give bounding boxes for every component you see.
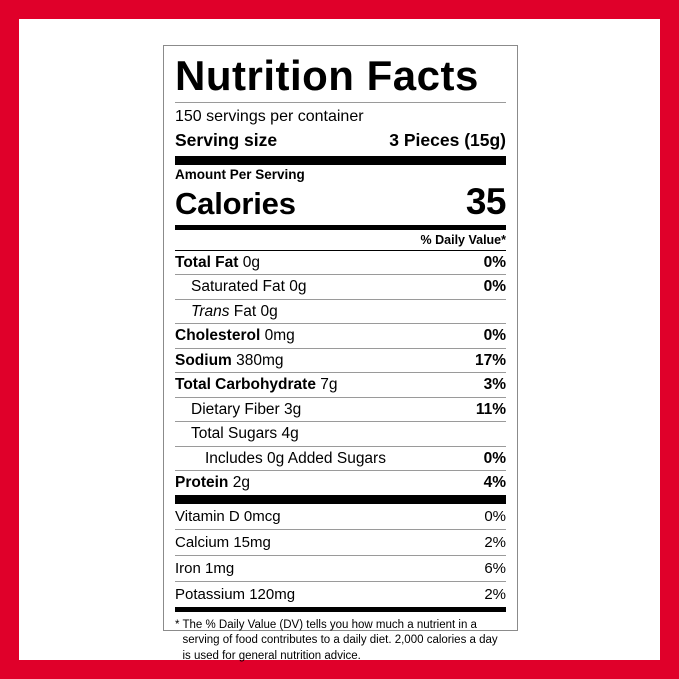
micronutrient-dv: 2% (484, 533, 506, 551)
table-row: Cholesterol 0mg 0% (175, 324, 506, 348)
footnote-text: The % Daily Value (DV) tells you how muc… (182, 618, 498, 662)
table-row: Calcium 15mg 2% (175, 530, 506, 555)
nutrient-amount: 3g (284, 400, 302, 418)
red-frame-top (0, 0, 679, 19)
nutrient-amount: 0g (242, 253, 260, 271)
calories-value: 35 (465, 181, 507, 223)
micronutrient-dv: 6% (484, 559, 506, 577)
nutrient-name: Protein (175, 474, 229, 492)
nutrient-name: Trans (191, 302, 230, 320)
row-divider (175, 580, 506, 582)
nutrient-dv: 4% (483, 474, 506, 492)
red-frame-bottom (0, 660, 679, 679)
row-divider (175, 470, 506, 472)
footnote-bullet: * (175, 618, 180, 631)
nutrient-dv: 11% (475, 400, 506, 418)
divider-bar-protein (175, 494, 506, 504)
footnote: * The % Daily Value (DV) tells you how m… (175, 612, 506, 665)
nutrient-dv: 0% (483, 327, 506, 345)
label-title: Nutrition Facts (175, 52, 479, 99)
nutrient-dv: 0% (483, 278, 506, 296)
table-row: Saturated Fat 0g 0% (175, 275, 506, 299)
nutrient-name: Includes 0g Added Sugars (205, 449, 386, 467)
table-row: Total Carbohydrate 7g 3% (175, 373, 506, 397)
nutrient-name: Saturated Fat (191, 278, 285, 296)
title-divider (175, 101, 506, 103)
nutrient-name: Total Carbohydrate (175, 376, 316, 394)
table-row: Potassium 120mg 2% (175, 582, 506, 607)
calories-label: Calories (175, 186, 296, 222)
micronutrient-dv: 0% (484, 507, 506, 525)
nutrient-name: Total Fat (175, 253, 239, 271)
table-row: Iron 1mg 6% (175, 556, 506, 581)
divider-bar-footnote (175, 606, 506, 612)
nutrient-dv: 3% (483, 376, 506, 394)
nutrition-facts-label: Nutrition Facts 150 servings per contain… (163, 45, 518, 662)
row-divider (175, 323, 506, 325)
table-row: Total Fat 0g 0% (175, 251, 506, 275)
table-row: Includes 0g Added Sugars 0% (175, 447, 506, 471)
serving-size-row: Serving size 3 Pieces (15g) (175, 128, 506, 156)
table-row: Sodium 380mg 17% (175, 349, 506, 373)
divider-bar-calories (175, 224, 506, 230)
row-divider (175, 554, 506, 556)
micronutrient-dv: 2% (484, 585, 506, 603)
servings-per-container: 150 servings per container (175, 107, 364, 125)
table-row: Dietary Fiber 3g 11% (175, 398, 506, 422)
serving-size-value: 3 Pieces (15g) (389, 130, 506, 151)
row-divider (175, 274, 506, 276)
table-row: Total Sugars 4g (175, 422, 506, 446)
micronutrient-name: Vitamin D 0mcg (175, 507, 281, 525)
serving-size-label: Serving size (175, 130, 278, 151)
row-divider (175, 298, 506, 300)
row-divider (175, 445, 506, 447)
table-row: Vitamin D 0mcg 0% (175, 504, 506, 529)
nutrient-amount: 0mg (264, 327, 295, 345)
nutrient-amount: Fat 0g (233, 302, 278, 320)
nutrient-dv: 0% (483, 449, 506, 467)
row-divider (175, 528, 506, 530)
nutrient-dv: 17% (474, 351, 506, 369)
row-divider (175, 421, 506, 423)
red-frame-left (0, 0, 19, 679)
table-row: Protein 2g 4% (175, 471, 506, 495)
table-row: Trans Fat 0g (175, 300, 506, 324)
divider-dv-header (175, 249, 506, 251)
row-divider (175, 347, 506, 349)
nutrient-name: Cholesterol (175, 327, 261, 345)
row-divider (175, 396, 506, 398)
nutrient-amount: 7g (320, 376, 338, 394)
amount-per-serving-label: Amount Per Serving (175, 167, 305, 183)
row-divider (175, 372, 506, 374)
daily-value-header: % Daily Value* (420, 232, 506, 247)
nutrient-amount: 2g (232, 474, 250, 492)
nutrient-name: Total Sugars (191, 425, 278, 443)
nutrient-amount: 380mg (236, 351, 284, 369)
nutrient-name: Dietary Fiber (191, 400, 280, 418)
red-frame-right (660, 0, 679, 679)
nutrient-amount: 4g (281, 425, 299, 443)
divider-bar-serving (175, 156, 506, 166)
micronutrient-name: Calcium 15mg (175, 533, 271, 551)
nutrient-name: Sodium (175, 351, 232, 369)
micronutrient-name: Potassium 120mg (175, 585, 296, 603)
nutrient-dv: 0% (483, 253, 506, 271)
calories-row: Calories 35 (175, 181, 507, 225)
nutrient-amount: 0g (289, 278, 307, 296)
micronutrient-name: Iron 1mg (175, 559, 235, 577)
